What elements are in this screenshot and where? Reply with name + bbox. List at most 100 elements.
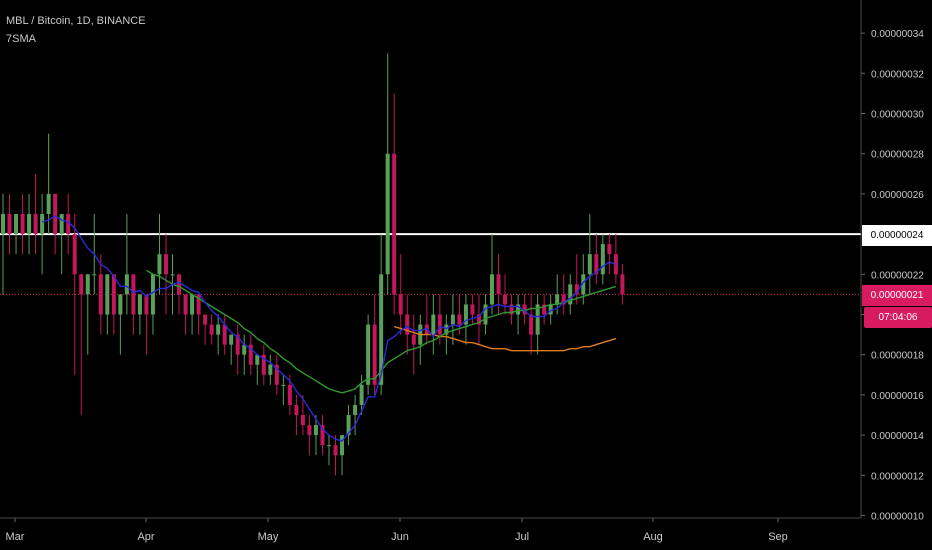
candle[interactable] <box>183 294 188 335</box>
candle[interactable] <box>503 274 508 315</box>
candle[interactable] <box>509 294 514 325</box>
candle[interactable] <box>79 274 84 415</box>
price-axis[interactable]: 0.00000010 0.00000012 0.00000014 0.00000016… <box>861 29 924 523</box>
candle[interactable] <box>470 294 475 325</box>
candle[interactable] <box>450 294 455 345</box>
candle[interactable] <box>294 394 299 436</box>
candle[interactable] <box>196 294 201 335</box>
candle[interactable] <box>59 214 64 275</box>
candle[interactable] <box>548 294 553 325</box>
candle[interactable] <box>216 314 221 355</box>
candle[interactable] <box>327 435 331 466</box>
candle[interactable] <box>483 294 488 335</box>
candle[interactable] <box>398 254 403 335</box>
candle[interactable] <box>1 193 5 295</box>
candle[interactable] <box>366 314 371 395</box>
candle-body <box>144 294 149 315</box>
candle[interactable] <box>242 334 247 375</box>
candle[interactable] <box>516 294 521 335</box>
plot-area[interactable] <box>0 53 861 476</box>
indicator-label[interactable]: 7SMA <box>6 33 36 45</box>
candle[interactable] <box>431 294 436 355</box>
candle[interactable] <box>587 214 592 295</box>
time-axis[interactable]: Mar Apr May Jun Jul Aug Sep <box>6 518 788 543</box>
candle[interactable] <box>261 344 266 385</box>
candle[interactable] <box>463 294 468 345</box>
candle[interactable] <box>594 234 599 285</box>
candle[interactable] <box>405 294 410 355</box>
candle[interactable] <box>144 294 149 355</box>
candle[interactable] <box>300 394 305 436</box>
candle[interactable] <box>418 314 423 365</box>
candle[interactable] <box>307 415 312 456</box>
candle[interactable] <box>46 133 51 235</box>
candle[interactable] <box>613 234 618 285</box>
candle[interactable] <box>157 214 162 295</box>
candle[interactable] <box>203 314 208 345</box>
candle[interactable] <box>535 294 540 355</box>
candle[interactable] <box>607 234 612 275</box>
candle[interactable] <box>476 294 481 345</box>
candle[interactable] <box>137 294 142 335</box>
candle[interactable] <box>320 415 325 456</box>
candle[interactable] <box>359 374 364 415</box>
candle[interactable] <box>600 234 605 285</box>
candle[interactable] <box>150 274 155 335</box>
candle[interactable] <box>131 274 136 335</box>
candle[interactable] <box>111 274 116 335</box>
candle[interactable] <box>411 314 416 375</box>
candle[interactable] <box>568 274 573 315</box>
candle[interactable] <box>222 314 227 355</box>
candle[interactable] <box>235 324 240 375</box>
candle[interactable] <box>522 294 527 325</box>
candle[interactable] <box>333 435 338 476</box>
candle[interactable] <box>255 354 260 385</box>
candle[interactable] <box>379 234 384 395</box>
candle[interactable] <box>281 374 286 405</box>
candle[interactable] <box>268 354 273 385</box>
candle[interactable] <box>190 294 195 335</box>
candle[interactable] <box>164 234 168 315</box>
candle[interactable] <box>424 294 429 345</box>
candle[interactable] <box>313 415 318 456</box>
candle[interactable] <box>561 274 566 315</box>
candle[interactable] <box>33 173 38 255</box>
candle[interactable] <box>53 193 58 255</box>
candle[interactable] <box>124 214 129 315</box>
candle[interactable] <box>392 93 397 315</box>
symbol-title[interactable]: MBL / Bitcoin, 1D, BINANCE <box>6 15 146 27</box>
candle[interactable] <box>490 234 494 315</box>
candle-body <box>476 314 481 325</box>
candle[interactable] <box>353 394 358 436</box>
candle[interactable] <box>529 294 534 355</box>
candle[interactable] <box>66 193 71 255</box>
candle[interactable] <box>346 404 351 446</box>
candle[interactable] <box>105 274 110 335</box>
candle[interactable] <box>444 314 449 355</box>
sma-mid-line[interactable] <box>146 269 617 394</box>
candle[interactable] <box>385 53 390 295</box>
candle-body <box>157 254 162 275</box>
sma7-line[interactable] <box>41 215 617 442</box>
candle[interactable] <box>85 274 90 355</box>
candle[interactable] <box>620 264 625 305</box>
candle[interactable] <box>274 354 279 395</box>
candle[interactable] <box>177 274 182 315</box>
candle[interactable] <box>72 214 77 375</box>
candle[interactable] <box>574 254 579 305</box>
candle-body <box>105 274 110 315</box>
candle[interactable] <box>229 334 234 365</box>
candle[interactable] <box>542 294 547 325</box>
candle[interactable] <box>27 193 32 255</box>
candle[interactable] <box>40 193 45 275</box>
candle[interactable] <box>98 254 103 335</box>
candle-body <box>40 214 45 235</box>
candle[interactable] <box>372 294 377 395</box>
candle[interactable] <box>248 334 253 375</box>
candle[interactable] <box>14 214 19 255</box>
candle[interactable] <box>20 193 25 255</box>
candle[interactable] <box>209 314 214 345</box>
candle[interactable] <box>7 193 12 255</box>
candle[interactable] <box>118 294 123 355</box>
